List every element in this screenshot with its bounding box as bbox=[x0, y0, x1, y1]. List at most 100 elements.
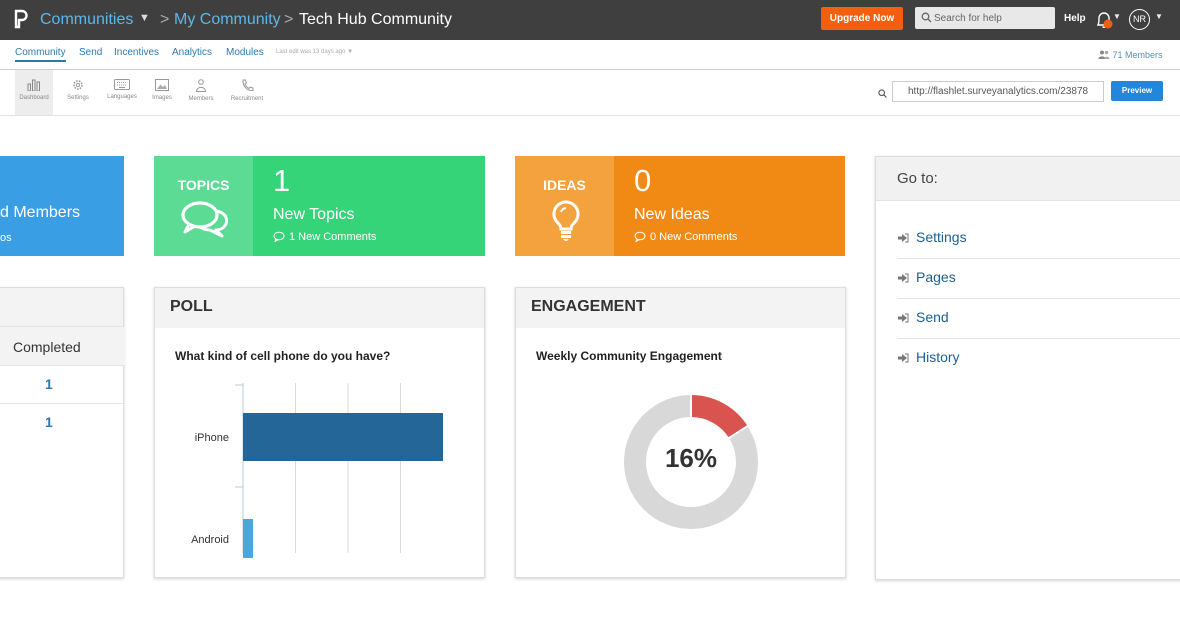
topics-count: 1 bbox=[273, 163, 291, 198]
toolbar-label: Settings bbox=[67, 95, 89, 101]
upgrade-now-button[interactable]: Upgrade Now bbox=[821, 7, 903, 30]
bar-chart-icon bbox=[27, 79, 40, 91]
goto-history-link[interactable]: History bbox=[897, 339, 1180, 379]
sign-in-arrow-icon bbox=[898, 273, 909, 283]
nav-send[interactable]: Send bbox=[79, 47, 103, 58]
sign-in-arrow-icon bbox=[898, 233, 909, 243]
goto-pages-link[interactable]: Pages bbox=[897, 259, 1180, 299]
toolbar-images[interactable]: Images bbox=[148, 70, 176, 115]
surveys-panel: Completed 1 1 bbox=[0, 287, 125, 578]
ideas-label-box: IDEAS bbox=[515, 156, 614, 256]
members-icon bbox=[1098, 50, 1110, 59]
panel-header bbox=[0, 288, 123, 328]
gear-icon bbox=[73, 80, 83, 90]
topics-tile[interactable]: TOPICS 1 New Topics 1 New Comments bbox=[154, 156, 485, 256]
members-tile-sub: os bbox=[0, 232, 12, 244]
engagement-subtitle: Weekly Community Engagement bbox=[536, 349, 722, 363]
topics-comments-text: 1 New Comments bbox=[289, 231, 377, 243]
toolbar-label: Recruitment bbox=[230, 96, 264, 102]
toolbar-settings[interactable]: Settings bbox=[62, 70, 94, 115]
goto-send-link[interactable]: Send bbox=[897, 299, 1180, 339]
engagement-panel: ENGAGEMENT Weekly Community Engagement 1… bbox=[515, 287, 846, 578]
completed-value[interactable]: 1 bbox=[0, 366, 125, 404]
completed-column-header: Completed bbox=[0, 326, 125, 366]
poll-panel: POLL What kind of cell phone do you have… bbox=[154, 287, 485, 578]
goto-panel: Go to: Settings Pages Send History bbox=[875, 156, 1180, 580]
poll-title: POLL bbox=[155, 288, 484, 328]
members-count-link[interactable]: 71 Members bbox=[1098, 50, 1163, 60]
nav-community[interactable]: Community bbox=[15, 47, 66, 62]
toolbar-dashboard[interactable]: Dashboard bbox=[15, 70, 53, 115]
avatar[interactable]: NR bbox=[1129, 9, 1150, 30]
keyboard-icon bbox=[114, 79, 130, 90]
ideas-tile[interactable]: IDEAS 0 New Ideas 0 New Comments bbox=[515, 156, 845, 256]
toolbar-label: Languages bbox=[107, 94, 137, 100]
goto-label: History bbox=[916, 349, 960, 365]
topics-label: TOPICS bbox=[177, 177, 230, 193]
help-link[interactable]: Help bbox=[1064, 13, 1086, 24]
lightbulb-icon bbox=[552, 200, 580, 241]
comment-icon bbox=[273, 231, 285, 243]
chevron-down-icon[interactable]: ▼ bbox=[1155, 12, 1163, 21]
sign-in-arrow-icon bbox=[898, 313, 909, 323]
chat-bubbles-icon bbox=[181, 201, 229, 238]
members-tile[interactable]: d Members os bbox=[0, 156, 124, 256]
goto-title: Go to: bbox=[876, 157, 1180, 201]
search-icon bbox=[878, 89, 887, 98]
goto-label: Settings bbox=[916, 229, 967, 245]
person-icon bbox=[195, 79, 207, 92]
chevron-down-icon[interactable]: ▼ bbox=[1113, 12, 1121, 21]
last-edit-dropdown[interactable]: Last edit was 13 days ago ▼ bbox=[276, 49, 353, 55]
nav-analytics[interactable]: Analytics bbox=[172, 47, 213, 58]
help-search-input[interactable] bbox=[934, 10, 1052, 26]
donut-separator bbox=[727, 424, 749, 440]
category-label: Android bbox=[191, 534, 229, 546]
engagement-title: ENGAGEMENT bbox=[516, 288, 845, 328]
ideas-count: 0 bbox=[634, 163, 652, 198]
community-url-field[interactable]: http://flashlet.surveyanalytics.com/2387… bbox=[892, 81, 1104, 102]
comment-icon bbox=[634, 231, 646, 243]
engagement-percent-label: 16% bbox=[664, 443, 718, 473]
nav-modules[interactable]: Modules bbox=[226, 47, 264, 58]
goto-label: Send bbox=[916, 309, 949, 325]
app-logo-icon[interactable] bbox=[14, 9, 28, 29]
topics-title: New Topics bbox=[273, 206, 355, 223]
help-search[interactable] bbox=[915, 7, 1055, 29]
page-title: Tech Hub Community bbox=[299, 11, 452, 28]
toolbar-label: Dashboard bbox=[19, 95, 49, 101]
poll-bar-chart: iPhone Android bbox=[191, 383, 443, 558]
nav-incentives[interactable]: Incentives bbox=[114, 47, 160, 58]
members-count-text: 71 Members bbox=[1112, 50, 1163, 60]
chevron-down-icon: ▼ bbox=[347, 49, 354, 55]
toolbar-label: Images bbox=[152, 95, 172, 101]
toolbar-label: Members bbox=[188, 96, 214, 102]
breadcrumb-my-community[interactable]: My Community bbox=[174, 11, 281, 28]
topics-comments[interactable]: 1 New Comments bbox=[273, 231, 376, 243]
module-toolbar: Dashboard Settings Languages Images Memb… bbox=[0, 70, 1180, 116]
last-edit-text: Last edit was 13 days ago bbox=[276, 49, 346, 55]
sign-in-arrow-icon bbox=[898, 353, 909, 363]
search-icon bbox=[921, 12, 932, 23]
poll-question: What kind of cell phone do you have? bbox=[175, 349, 391, 363]
communities-menu[interactable]: Communities bbox=[40, 11, 134, 28]
completed-value[interactable]: 1 bbox=[45, 414, 53, 430]
ideas-comments[interactable]: 0 New Comments bbox=[634, 231, 737, 243]
toolbar-languages[interactable]: Languages bbox=[103, 70, 141, 115]
ideas-title: New Ideas bbox=[634, 206, 710, 223]
toolbar-members[interactable]: Members bbox=[185, 70, 217, 115]
members-tile-title: d Members bbox=[0, 204, 81, 221]
toolbar-recruitment[interactable]: Recruitment bbox=[226, 70, 268, 115]
sub-navigation: Community Send Incentives Analytics Modu… bbox=[0, 40, 1180, 70]
phone-icon bbox=[241, 79, 253, 92]
ideas-comments-text: 0 New Comments bbox=[650, 231, 738, 243]
bar-iphone bbox=[243, 413, 443, 461]
notification-bell-icon[interactable] bbox=[1094, 9, 1116, 31]
goto-settings-link[interactable]: Settings bbox=[897, 219, 1180, 259]
breadcrumb-separator: > bbox=[284, 11, 294, 28]
category-label: iPhone bbox=[195, 432, 229, 444]
ideas-label: IDEAS bbox=[543, 177, 586, 193]
bar-android bbox=[243, 519, 253, 558]
preview-button[interactable]: Preview bbox=[1111, 81, 1163, 101]
chevron-down-icon[interactable]: ▼ bbox=[139, 12, 150, 24]
image-icon bbox=[155, 79, 169, 91]
